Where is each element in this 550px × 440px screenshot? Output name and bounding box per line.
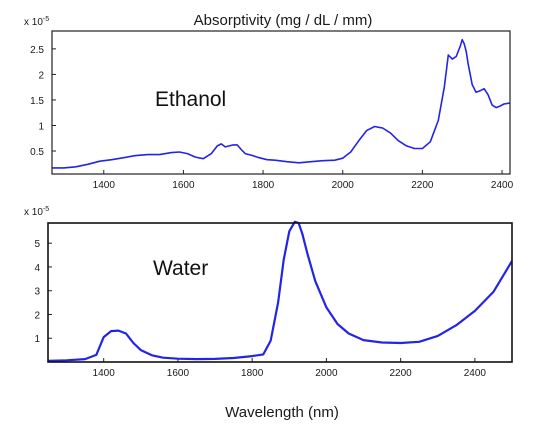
water-x-tick-label: 2200 (390, 368, 413, 379)
ethanol-y-tick-label: 2 (38, 70, 44, 81)
ethanol-y-tick-label: 1 (38, 121, 44, 132)
ethanol-x-tick-label: 2200 (411, 180, 434, 191)
ethanol-x-tick-label: 1400 (93, 180, 116, 191)
ethanol-label: Ethanol (155, 88, 226, 111)
water-y-tick-label: 4 (34, 263, 40, 274)
water-plot-frame (47, 222, 513, 363)
ethanol-x-tick-label: 1600 (172, 180, 195, 191)
water-y-tick-label: 1 (34, 334, 40, 345)
water-x-tick-label: 1600 (167, 368, 190, 379)
water-panel: x 10-5 1400 1600 1800 2000 2200 2400 1 2 3 4 5 Wat… (24, 206, 513, 379)
ethanol-y-tick-label: 1.5 (30, 96, 44, 107)
ethanol-x-tick-label: 1800 (252, 180, 275, 191)
water-label: Water (153, 257, 208, 280)
ethanol-plot-frame (51, 30, 511, 175)
water-multiplier: x 10-5 (24, 206, 49, 218)
ethanol-multiplier: x 10-5 (24, 16, 49, 28)
ethanol-x-tick-label: 2000 (332, 180, 355, 191)
water-y-tick-label: 2 (34, 310, 40, 321)
water-x-tick-label: 2400 (464, 368, 487, 379)
ethanol-series-line (52, 38, 511, 169)
water-axes: 1400 1600 1800 2000 2200 2400 1 2 3 4 5 (34, 239, 486, 379)
water-x-tick-label: 2000 (315, 368, 338, 379)
ethanol-x-tick-label: 2400 (491, 180, 514, 191)
ethanol-y-tick-label: 2.5 (30, 45, 44, 56)
figure-title: Absorptivity (mg / dL / mm) (194, 12, 373, 29)
x-axis-label: Wavelength (nm) (225, 404, 339, 421)
water-series-line (47, 220, 513, 362)
water-x-tick-label: 1400 (93, 368, 116, 379)
ethanol-panel: x 10-5 1400 1600 1800 2000 2200 2400 0.5 1 1.5 2 2… (24, 16, 514, 191)
ethanol-axes: 1400 1600 1800 2000 2200 2400 0.5 1 1.5 2 2.5 (30, 45, 514, 191)
ethanol-y-tick-label: 0.5 (30, 147, 44, 158)
water-y-tick-label: 3 (34, 287, 40, 298)
water-x-tick-label: 1800 (241, 368, 264, 379)
water-y-tick-label: 5 (34, 239, 40, 250)
